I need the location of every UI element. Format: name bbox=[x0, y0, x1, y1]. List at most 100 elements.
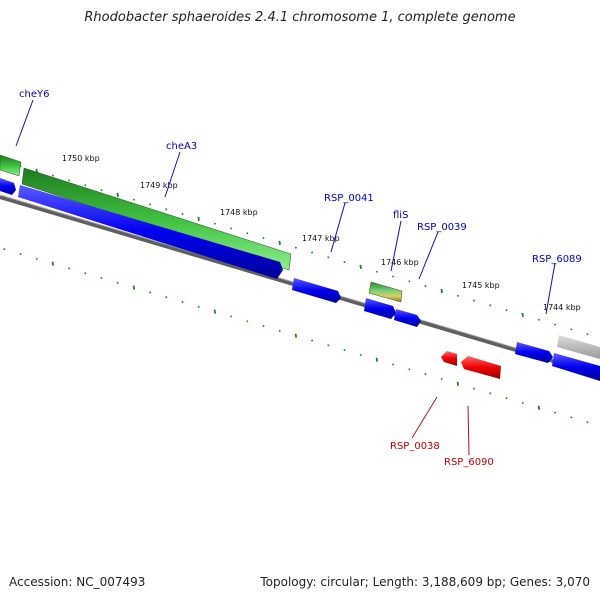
tick-mark bbox=[311, 339, 314, 342]
tick-mark bbox=[424, 373, 427, 376]
tick-mark bbox=[521, 401, 524, 405]
tick-mark bbox=[554, 323, 557, 326]
tick-mark bbox=[489, 304, 492, 307]
tick-mark bbox=[473, 387, 476, 390]
tick-mark bbox=[392, 275, 395, 278]
tick-mark bbox=[392, 363, 395, 366]
tick-mark bbox=[424, 285, 427, 288]
gene-forward-RSP_0041[interactable] bbox=[292, 278, 341, 303]
gene-pseudo-grey[interactable] bbox=[557, 335, 600, 359]
genome-summary-text: Topology: circular; Length: 3,188,609 bp… bbox=[260, 575, 590, 589]
gene-label-RSP_6090[interactable]: RSP_6090 bbox=[444, 457, 494, 468]
tick-mark bbox=[343, 349, 346, 352]
gene-labels: cheY6 cheA3 RSP_0041 fliS RSP_0039 RSP_6… bbox=[19, 89, 582, 468]
gene-label-RSP_0039[interactable]: RSP_0039 bbox=[417, 222, 467, 233]
tick-mark bbox=[116, 192, 119, 197]
tick-mark bbox=[197, 216, 200, 221]
kbp-tick-marks-lower bbox=[3, 248, 589, 424]
tick-mark bbox=[51, 261, 55, 266]
tick-mark bbox=[505, 397, 508, 400]
kbp-tick-marks-upper bbox=[3, 160, 589, 336]
tick-mark bbox=[213, 222, 216, 225]
tick-mark bbox=[246, 320, 249, 323]
tick-mark bbox=[537, 318, 540, 321]
tick-mark bbox=[68, 267, 71, 270]
tick-mark bbox=[149, 203, 152, 206]
tick-mark bbox=[84, 272, 87, 275]
gene-label-RSP_0041[interactable]: RSP_0041 bbox=[324, 193, 374, 204]
kbp-label-1745: 1745 kbp bbox=[462, 281, 500, 290]
tick-mark bbox=[327, 256, 330, 259]
tick-mark bbox=[586, 421, 589, 424]
tick-mark bbox=[132, 198, 135, 201]
tick-mark bbox=[294, 246, 297, 249]
tick-mark bbox=[149, 291, 152, 294]
tick-mark bbox=[440, 377, 443, 381]
tick-mark bbox=[230, 227, 233, 230]
tick-mark bbox=[343, 261, 346, 264]
tick-mark bbox=[586, 333, 589, 336]
gene-forward-RSP_6089[interactable] bbox=[515, 342, 553, 363]
tick-mark bbox=[359, 264, 362, 270]
gene-forward-edge[interactable] bbox=[552, 353, 600, 381]
tick-mark bbox=[213, 309, 217, 314]
gene-forward-cheA3[interactable] bbox=[18, 185, 283, 279]
tick-mark bbox=[278, 240, 281, 246]
tick-mark bbox=[505, 309, 508, 312]
map-title: Rhodobacter sphaeroides 2.4.1 chromosome… bbox=[84, 10, 516, 25]
tick-mark bbox=[311, 251, 314, 254]
kbp-label-1748: 1748 kbp bbox=[220, 208, 258, 217]
tick-mark bbox=[262, 325, 265, 328]
tick-mark bbox=[327, 344, 330, 347]
gene-label-cheA3[interactable]: cheA3 bbox=[166, 141, 197, 152]
tick-mark bbox=[570, 328, 573, 331]
tick-mark bbox=[570, 416, 573, 419]
kbp-label-1747: 1747 kbp bbox=[302, 234, 340, 243]
tick-mark bbox=[554, 411, 557, 414]
kbp-labels: 1750 kbp 1749 kbp 1748 kbp 1747 kbp 1746… bbox=[62, 154, 581, 312]
kbp-label-1749: 1749 kbp bbox=[140, 181, 178, 190]
gene-reverse-RSP_0038[interactable] bbox=[441, 351, 457, 366]
tick-mark bbox=[197, 305, 200, 308]
gene-feature-fliS[interactable] bbox=[368, 281, 403, 303]
kbp-label-1744: 1744 kbp bbox=[543, 303, 581, 312]
tick-mark bbox=[246, 232, 249, 235]
tick-mark bbox=[84, 184, 87, 187]
tick-mark bbox=[262, 237, 265, 240]
gene-feature-cheA3[interactable] bbox=[21, 167, 292, 271]
tick-mark bbox=[440, 288, 443, 294]
tick-mark bbox=[294, 333, 298, 338]
tick-mark bbox=[51, 174, 54, 177]
tick-mark bbox=[408, 368, 411, 371]
label-leaders bbox=[15, 99, 556, 456]
gene-label-RSP_6089[interactable]: RSP_6089 bbox=[532, 254, 582, 265]
tick-mark bbox=[278, 329, 281, 332]
gene-forward-RSP_0039[interactable] bbox=[394, 309, 421, 327]
gene-feature-cheY6[interactable] bbox=[0, 154, 22, 177]
tick-mark bbox=[3, 248, 6, 251]
gene-forward-fliS[interactable] bbox=[364, 298, 396, 319]
gene-reverse-RSP_6090[interactable] bbox=[461, 356, 501, 379]
tick-mark bbox=[68, 179, 71, 182]
tick-mark bbox=[181, 212, 184, 216]
gene-forward-cheY6[interactable] bbox=[0, 178, 16, 195]
tick-mark bbox=[165, 296, 168, 299]
tick-mark bbox=[100, 188, 103, 192]
tick-mark bbox=[473, 299, 476, 302]
tick-mark bbox=[181, 300, 184, 304]
tick-mark bbox=[408, 280, 411, 283]
tick-mark bbox=[116, 281, 119, 284]
tick-mark bbox=[132, 285, 136, 290]
tick-mark bbox=[537, 405, 541, 410]
gene-label-fliS[interactable]: fliS bbox=[393, 210, 408, 221]
gene-label-cheY6[interactable]: cheY6 bbox=[19, 89, 49, 100]
tick-mark bbox=[456, 381, 460, 386]
tick-mark bbox=[456, 294, 459, 297]
tick-mark bbox=[100, 276, 103, 280]
kbp-label-1746: 1746 kbp bbox=[381, 258, 419, 267]
tick-mark bbox=[35, 257, 38, 260]
tick-mark bbox=[375, 357, 379, 362]
tick-mark bbox=[165, 208, 168, 211]
gene-label-RSP_0038[interactable]: RSP_0038 bbox=[390, 441, 440, 452]
